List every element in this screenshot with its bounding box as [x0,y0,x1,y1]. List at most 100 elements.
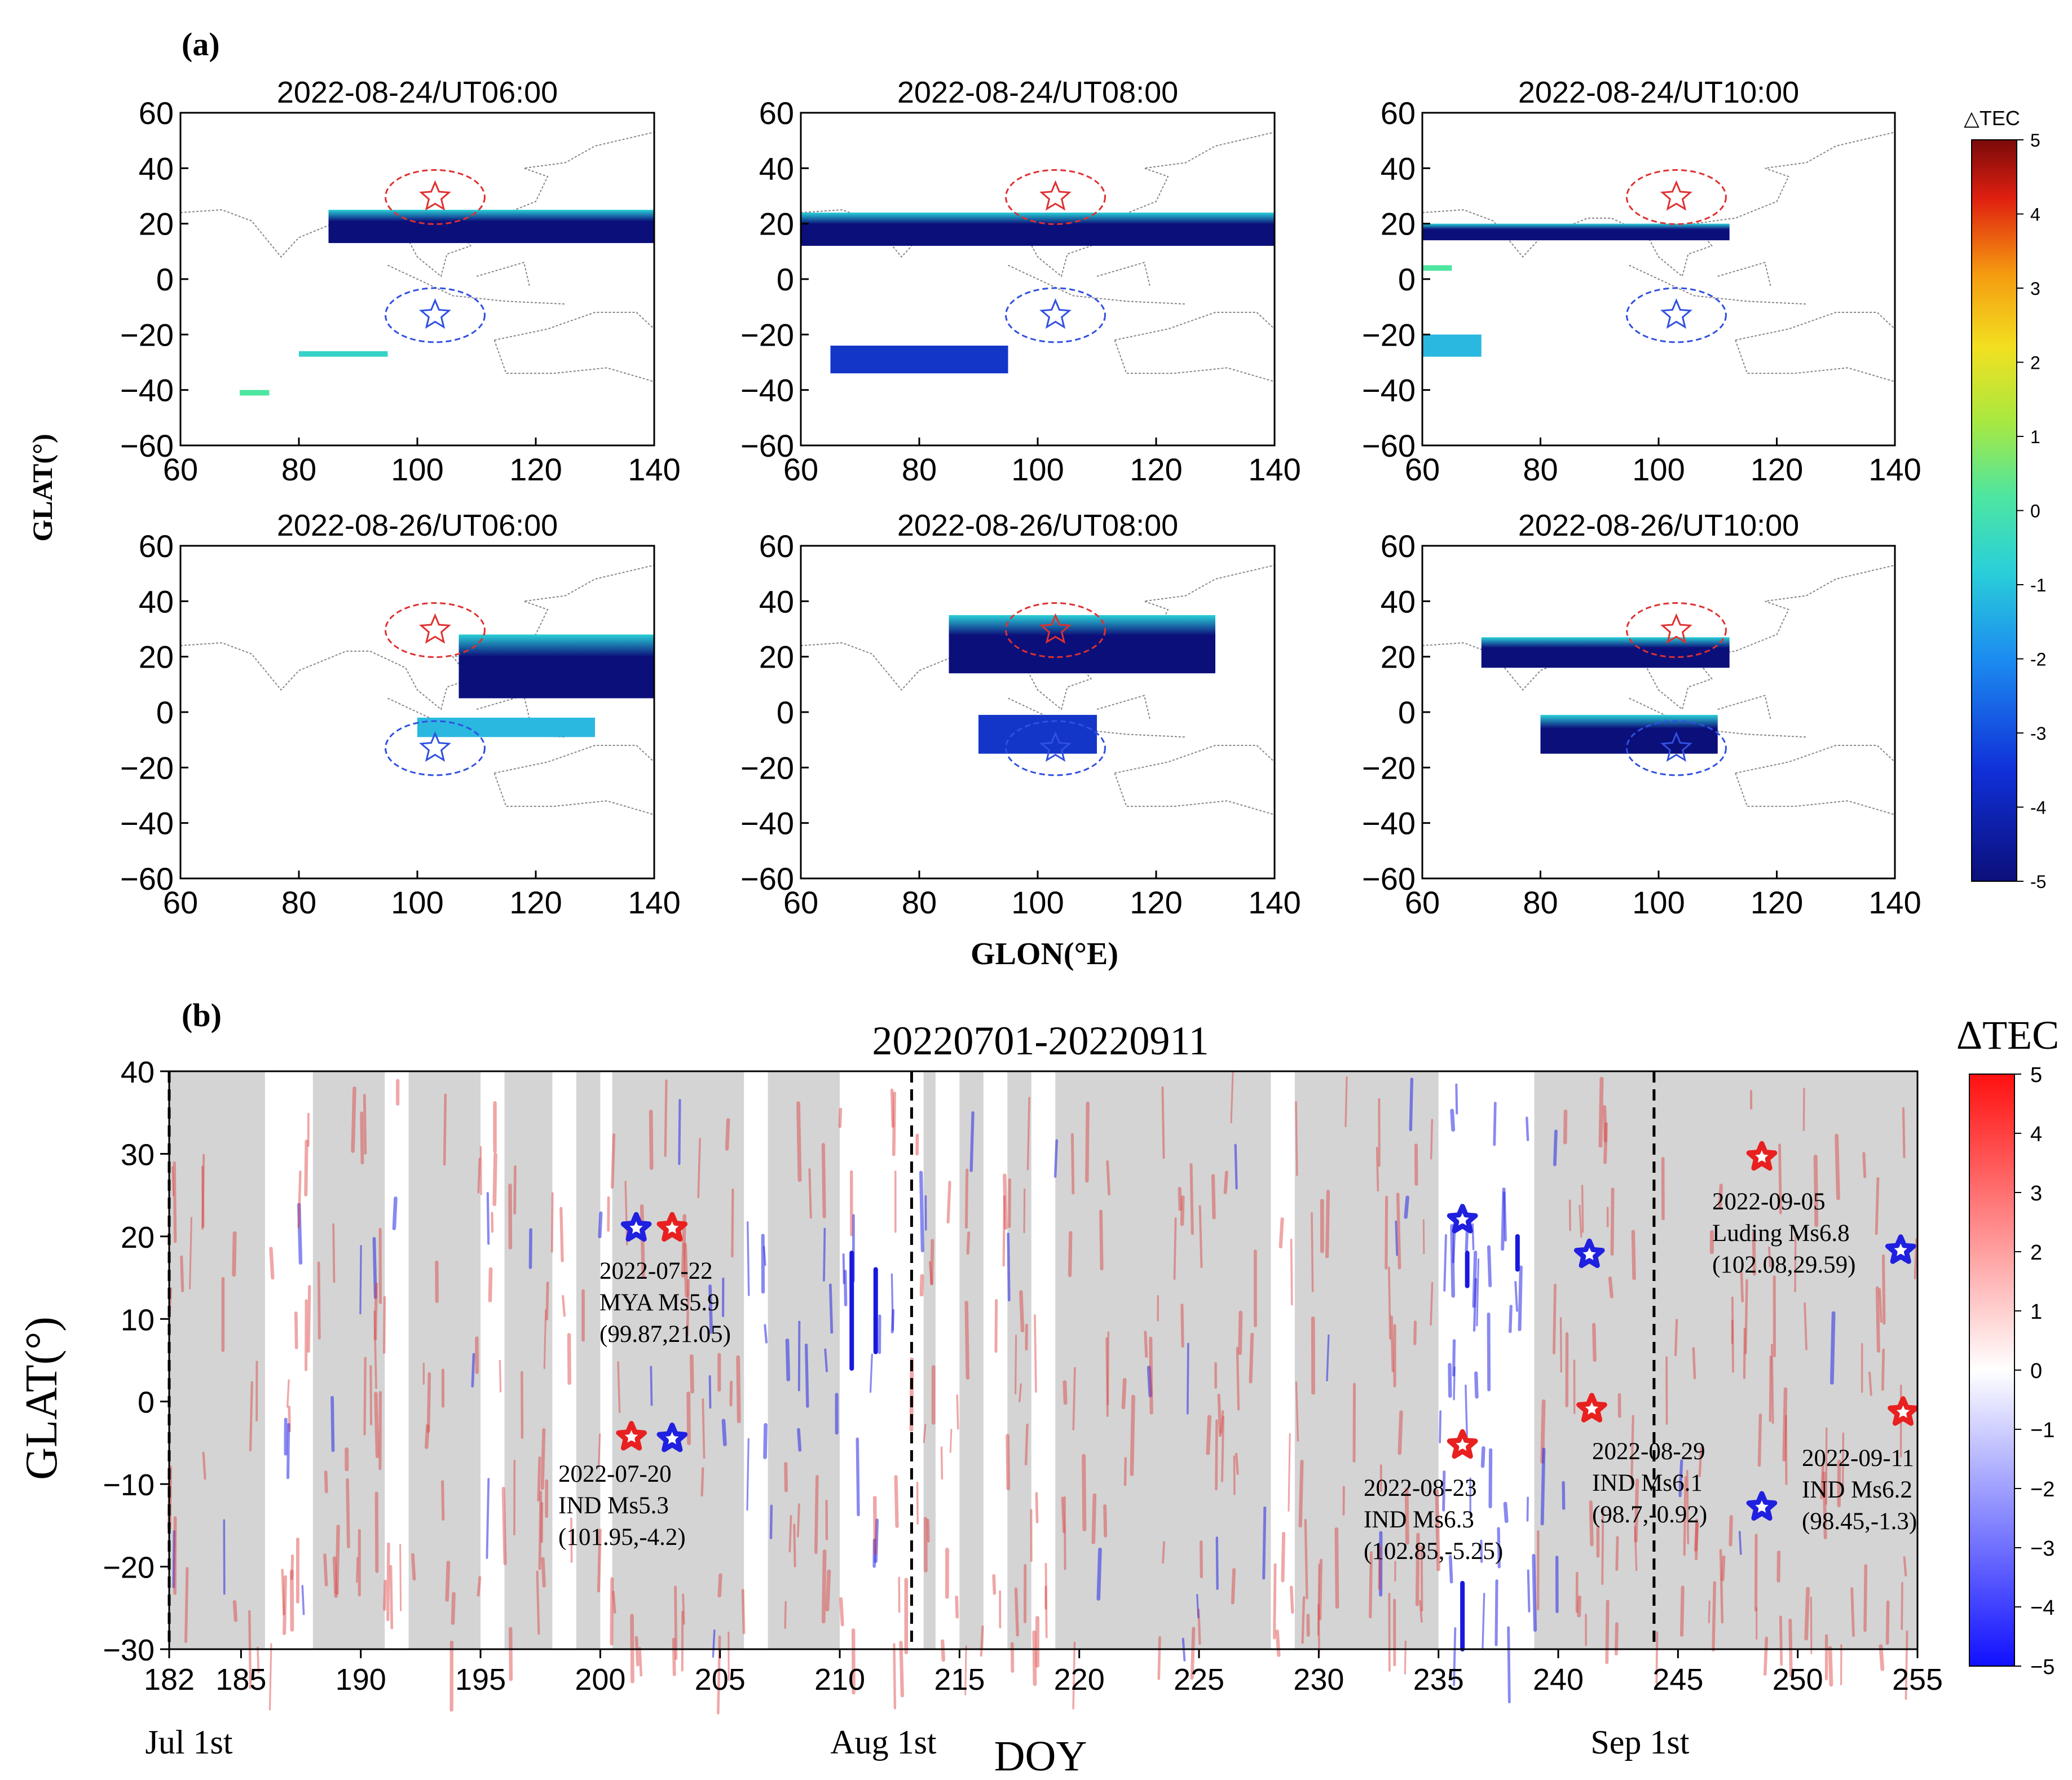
anomaly-streak [567,1333,571,1385]
anomaly-streak [1695,1518,1699,1561]
anomaly-streak [796,1101,802,1182]
anomaly-streak [281,1569,285,1615]
x-tick-label: 205 [695,1663,746,1697]
anomaly-streak [821,1143,826,1218]
anomaly-streak [638,1647,642,1677]
anomaly-streak [537,1456,541,1502]
anomaly-streak [664,1079,668,1157]
anomaly-streak [1782,1387,1788,1462]
anomaly-streak [286,1423,290,1479]
anomaly-streak [747,1221,750,1296]
anomaly-streak [1503,1501,1509,1523]
anomaly-streak [1914,1238,1918,1279]
anomaly-streak [1275,1629,1281,1657]
coastline-south [1008,695,1275,815]
anomaly-streak [1157,1636,1161,1680]
y-tick-label: −20 [1362,750,1416,785]
anomaly-streak [373,1282,378,1341]
annotation-line: MYA Ms5.9 [599,1289,720,1316]
epicenter-ellipse-north [1625,602,1727,658]
map-title: 2022-08-26/UT06:00 [277,509,558,542]
anomaly-streak [471,1353,475,1388]
anomaly-streak [1767,1246,1771,1267]
x-tick-label: 100 [391,885,443,920]
anomaly-streak [445,1561,451,1602]
anomaly-streak [1190,1627,1196,1680]
anomaly-streak [1223,1171,1228,1194]
anomaly-streak [1881,1254,1886,1325]
anomaly-streak [899,1641,904,1698]
anomaly-streak [940,1639,946,1662]
anomaly-streak [597,1529,602,1593]
anomaly-streak [1230,1072,1234,1124]
x-tick-label: 100 [391,452,443,487]
anomaly-streak [824,1348,828,1372]
anomaly-streak [1388,1266,1391,1340]
y-tick-label: −60 [1362,428,1416,463]
anomaly-streak [785,1339,791,1381]
anomaly-streak [1482,1593,1485,1649]
annotation-line: IND Ms6.1 [1592,1470,1703,1496]
anomaly-streak [346,1478,350,1549]
gray-period-7 [768,1071,840,1649]
gray-period-2 [312,1071,385,1649]
x-tick-label: 140 [1248,452,1300,487]
anomaly-streak [570,1517,573,1563]
anomaly-streak [797,1428,802,1452]
anomaly-streak [1398,1410,1403,1455]
x-tick-label: 120 [1130,452,1182,487]
anomaly-streak [1279,1217,1284,1249]
anomaly-streak [1162,1541,1165,1564]
anomaly-streak [1731,1296,1734,1373]
anomaly-streak [1419,1600,1423,1623]
annotation-line: IND Ms6.3 [1364,1507,1474,1533]
anomaly-streak [1631,1230,1636,1280]
anomaly-streak [1301,1596,1306,1644]
epicenter-star-south [419,298,451,329]
annotation-line: (99.87,21.05) [599,1321,731,1348]
anomaly-streak [411,1553,416,1581]
map-title: 2022-08-24/UT10:00 [1518,76,1799,109]
x-tick-label: 100 [1011,885,1064,920]
anomaly-streak [232,1600,238,1622]
anomaly-streak [796,1503,800,1538]
anomaly-region-3 [1422,265,1452,271]
anomaly-streak [828,1283,834,1334]
anomaly-streak [1476,1258,1480,1327]
map-panel-6: 2022-08-26/UT10:00 60 80 100 120 140 60 40 20 0 −2… [1362,509,1921,920]
anomaly-streak [1099,1209,1104,1271]
anomaly-streak [793,1523,796,1567]
epicenter-ellipse-south [1625,287,1727,343]
map-title: 2022-08-26/UT10:00 [1518,509,1799,542]
epicenter-ellipse-south [1625,720,1727,776]
anomaly-streak [1385,1195,1388,1270]
anomaly-streak [1763,1636,1769,1676]
anomaly-streak [1290,1238,1293,1306]
anomaly-streak [1369,1551,1373,1619]
y-tick-label: 20 [759,206,794,242]
gray-period-6 [612,1071,744,1649]
anomaly-streak [363,1094,367,1155]
anomaly-streak [919,1171,924,1253]
anomaly-streak [1215,1419,1218,1491]
earthquake-star-blue [620,1212,652,1242]
anomaly-streak [1743,1327,1746,1379]
epicenter-ellipse-south [385,287,486,343]
anomaly-streak [610,1133,616,1189]
anomaly-streak [1200,1540,1203,1579]
anomaly-streak [1559,1317,1562,1373]
anomaly-streak [488,1267,493,1302]
anomaly-streak [956,1394,959,1430]
gray-period-3 [408,1071,481,1649]
colorbar-b-tick-label: 0 [2030,1359,2042,1383]
y-tick-label: 20 [759,639,794,675]
x-tick-label: 215 [934,1663,985,1697]
x-tick-label: 200 [575,1663,625,1697]
gray-period-10 [1007,1071,1031,1649]
x-tick-label: 190 [336,1663,386,1697]
anomaly-streak [814,1474,819,1554]
anomaly-streak [746,1438,750,1511]
anomaly-streak [736,1355,741,1424]
anomaly-streak [1526,1116,1529,1141]
anomaly-streak [305,1299,308,1371]
